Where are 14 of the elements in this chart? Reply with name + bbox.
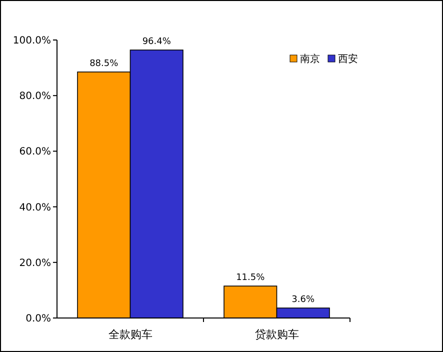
legend-label: 西安 (338, 53, 358, 65)
data-label: 88.5% (90, 58, 119, 69)
y-tick-label: 20.0% (19, 258, 51, 269)
x-tick-label: 贷款购车 (254, 328, 299, 341)
y-tick-label: 100.0% (12, 36, 51, 46)
y-tick-label: 40.0% (19, 202, 51, 214)
legend-label: 南京 (300, 53, 320, 65)
data-label: 3.6% (292, 294, 315, 305)
data-label: 11.5% (236, 273, 266, 284)
y-tick-label: 0.0% (26, 314, 51, 324)
y-tick-label: 80.0% (19, 91, 51, 102)
data-label: 96.4% (142, 37, 172, 48)
x-tick-label: 全款购车 (108, 328, 152, 341)
y-tick-label: 60.0% (19, 146, 51, 158)
